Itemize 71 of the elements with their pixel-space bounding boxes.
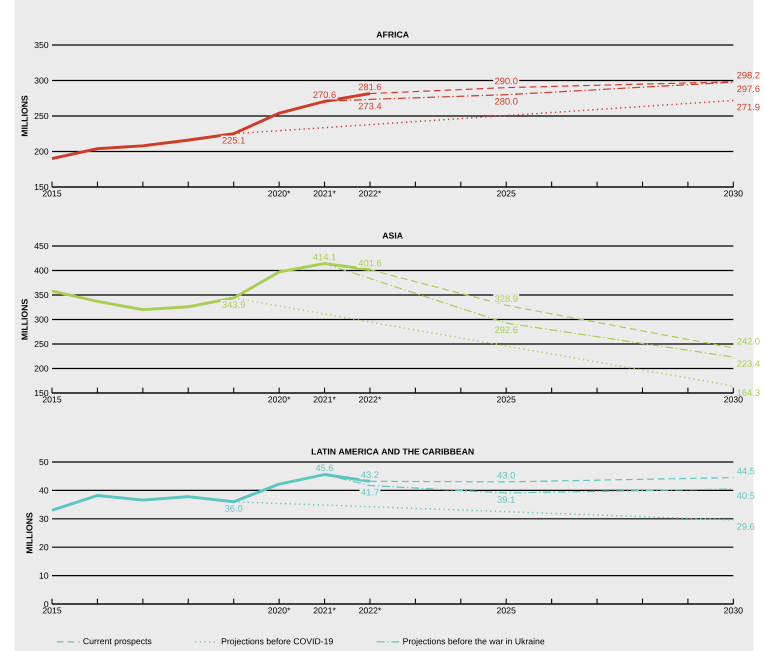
data-label: 39.1 [498, 496, 515, 503]
y-tick-label: 250 [34, 340, 48, 348]
data-label: 43.0 [497, 472, 515, 479]
y-tick-label: 0 [44, 600, 48, 608]
data-label: 414.1 [313, 254, 336, 260]
x-tick-label: 2030 [724, 396, 743, 403]
x-tick-label: 2021* [314, 396, 336, 403]
y-tick-label: 400 [34, 267, 48, 274]
y-tick-label: 30 [39, 516, 48, 522]
data-label: 270.6 [313, 91, 336, 98]
data-label: 297.6 [737, 86, 760, 92]
data-label: 290.0 [495, 78, 518, 84]
y-tick-label: 40 [39, 487, 48, 494]
x-tick-label: 2022* [359, 396, 382, 403]
data-label: 45.6 [316, 464, 334, 472]
data-label: 401.6 [358, 260, 382, 266]
y-axis-title: MILLIONS [22, 96, 28, 136]
chart-title: AFRICA [376, 31, 409, 38]
x-tick-label: 2025 [497, 396, 516, 403]
y-tick-label: 250 [34, 112, 48, 120]
y-tick-label: 200 [34, 148, 48, 155]
data-label: 44.5 [736, 468, 754, 474]
x-tick-label: 2030 [724, 190, 743, 197]
data-label: 225.1 [222, 137, 245, 144]
x-tick-label: 2022* [359, 607, 382, 614]
x-tick-label: 2025 [497, 607, 516, 614]
x-tick-label: 2022* [359, 190, 382, 197]
x-tick-label: 2020* [268, 396, 290, 403]
data-label: 281.6 [358, 84, 382, 90]
data-label: 223.4 [737, 360, 760, 367]
legend-label: Projections before COVID-19 [222, 638, 333, 646]
data-label: 343.9 [222, 301, 245, 308]
chart-title: LATIN AMERICA AND THE CARIBBEAN [312, 448, 474, 455]
data-label: 271.9 [737, 104, 760, 110]
data-label: 36.0 [224, 505, 242, 512]
y-tick-label: 150 [34, 184, 48, 190]
data-label: 280.0 [495, 98, 518, 105]
data-label: 41.7 [361, 488, 379, 496]
data-label: 242.0 [737, 338, 760, 345]
data-label: 328.9 [494, 295, 518, 302]
legend-label: Projections before the war in Ukraine [403, 638, 544, 646]
x-tick-label: 2020* [268, 607, 290, 614]
data-label: 164.3 [737, 389, 760, 396]
x-tick-label: 2020* [268, 190, 290, 197]
y-tick-label: 350 [34, 292, 48, 298]
data-label: 29.6 [737, 523, 754, 530]
x-tick-label: 2015 [42, 396, 62, 403]
y-tick-label: 150 [34, 390, 48, 396]
x-tick-label: 2015 [42, 190, 62, 197]
data-label: 292.6 [495, 326, 518, 334]
x-tick-label: 2025 [497, 190, 516, 197]
data-label: 298.2 [737, 72, 760, 78]
y-tick-label: 50 [39, 458, 48, 466]
y-tick-label: 20 [39, 544, 48, 550]
y-tick-label: 200 [34, 365, 48, 372]
chart-title: ASIA [382, 232, 403, 239]
x-tick-label: 2021* [314, 607, 336, 614]
data-label: 40.5 [736, 492, 754, 499]
data-label: 273.4 [358, 102, 382, 110]
y-tick-label: 300 [34, 316, 48, 323]
y-tick-label: 10 [40, 572, 48, 579]
x-tick-label: 2021* [314, 190, 336, 197]
data-label: 43.2 [361, 471, 379, 478]
y-tick-label: 350 [34, 42, 48, 48]
y-tick-label: 450 [34, 242, 48, 250]
x-tick-label: 2015 [42, 607, 62, 614]
y-axis-title: MILLIONS [22, 299, 28, 340]
legend-label: Current prospects [83, 638, 152, 646]
y-tick-label: 300 [34, 77, 48, 84]
x-tick-label: 2030 [724, 607, 743, 614]
y-axis-title: MILLIONS [26, 512, 32, 554]
